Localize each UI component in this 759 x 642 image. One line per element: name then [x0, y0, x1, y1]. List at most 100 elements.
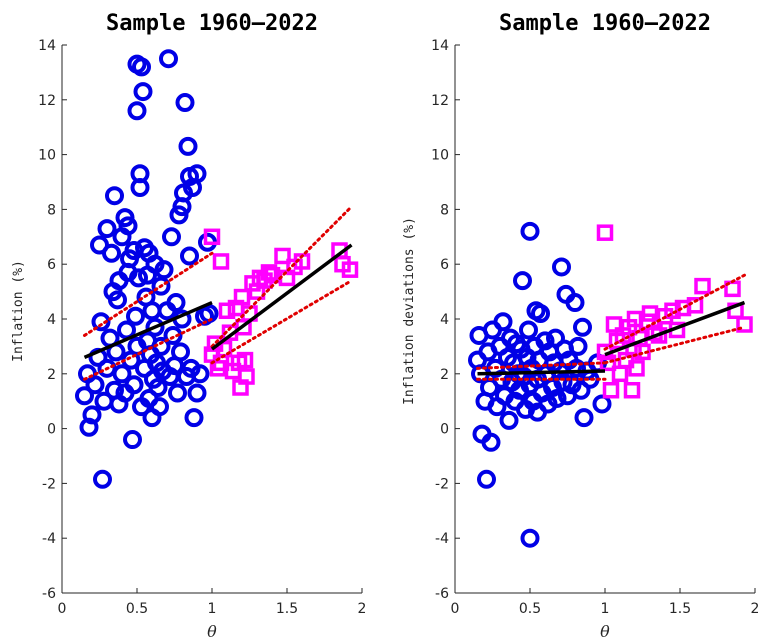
scatter-point-square — [605, 316, 623, 333]
y-tick-label: 10 — [38, 148, 56, 164]
y-tick-label: 8 — [47, 202, 56, 218]
scatter-point-circle — [154, 260, 174, 280]
scatter-point-circle — [102, 243, 121, 263]
lower-confidence-line — [603, 325, 746, 365]
regression-line — [477, 369, 606, 376]
x-tick-label: 0 — [58, 601, 67, 617]
scatter-point-circle — [85, 375, 105, 395]
scatter-point-circle — [123, 430, 142, 450]
scatter-point-square — [233, 288, 251, 306]
scatter-point-circle — [574, 408, 594, 428]
scatter-point-circle — [130, 164, 150, 184]
scatter-point-circle — [531, 304, 550, 324]
plot-area — [75, 49, 359, 489]
y-tick-label: 2 — [47, 367, 56, 383]
y-tick-label: 14 — [38, 38, 56, 54]
upper-confidence-line — [210, 205, 353, 348]
scatter-point-square — [623, 381, 641, 399]
scatter-point-square — [641, 305, 659, 322]
scatter-point-circle — [481, 432, 501, 452]
chart-title: Sample 1960–2022 — [106, 11, 318, 36]
scatter-point-circle — [493, 312, 513, 332]
scatter-point-circle — [148, 378, 168, 397]
y-tick-label: -2 — [435, 476, 449, 492]
scatter-point-circle — [162, 227, 181, 247]
x-tick-label: 1 — [601, 601, 610, 617]
upper-confidence-line — [603, 273, 746, 351]
scatter-point-square — [736, 316, 753, 333]
scatter-point-circle — [187, 383, 207, 403]
y-tick-label: -6 — [435, 586, 449, 602]
scatter-point-circle — [546, 328, 565, 348]
scatter-point-circle — [571, 380, 591, 400]
y-tick-label: 0 — [47, 422, 56, 438]
x-tick-label: 2 — [358, 601, 367, 617]
scatter-point-circle — [82, 405, 102, 425]
regression-line — [604, 300, 746, 357]
scatter-point-square — [628, 360, 645, 377]
x-tick-label: 0 — [451, 601, 460, 617]
scatter-point-square — [274, 247, 291, 265]
x-tick-label: 0.5 — [126, 601, 148, 617]
scatter-point-square — [212, 253, 230, 270]
y-tick-label: 14 — [431, 38, 449, 54]
scatter-point-circle — [175, 93, 195, 113]
scatter-point-circle — [97, 219, 117, 239]
scatter-point-circle — [180, 246, 199, 266]
scatter-point-circle — [565, 293, 585, 313]
scatter-point-circle — [150, 397, 169, 417]
scatter-point-square — [602, 381, 620, 399]
scatter-point-circle — [166, 293, 186, 313]
regression-line — [83, 300, 213, 359]
scatter-point-circle — [187, 164, 207, 184]
scatter-point-circle — [168, 383, 187, 403]
x-tick-label: 1.5 — [276, 601, 298, 617]
scatter-point-square — [236, 351, 254, 369]
y-tick-label: 12 — [431, 93, 449, 109]
scatter-point-square — [203, 228, 221, 246]
x-tick-label: 1 — [208, 601, 217, 617]
scatter-point-circle — [132, 57, 151, 77]
y-tick-label: 8 — [440, 202, 449, 218]
right-chart-panel: Sample 1960–2022 0 0.5 1 1.5 2 -6 -4 -2 0 2 4 6 8 10 12… — [402, 11, 759, 641]
scatter-point-square — [341, 261, 359, 278]
left-chart-panel: Sample 1960–2022 0 0.5 1 1.5 2 -6 -4 -2 0 2 4 6 8 10 12… — [11, 11, 366, 641]
scatter-point-circle — [145, 317, 165, 337]
scatter-point-circle — [129, 268, 148, 288]
scatter-point-circle — [520, 221, 540, 241]
chart-title: Sample 1960–2022 — [499, 11, 711, 36]
scatter-point-square — [263, 266, 281, 284]
scatter-point-circle — [124, 375, 144, 395]
y-tick-label: 6 — [440, 257, 449, 273]
scatter-point-circle — [567, 358, 586, 378]
scatter-point-circle — [163, 325, 183, 345]
y-tick-label: 12 — [38, 93, 56, 109]
x-axis-label: θ — [600, 622, 610, 641]
scatter-point-circle — [520, 528, 540, 548]
scatter-point-circle — [151, 336, 171, 356]
scatter-point-square — [238, 368, 255, 385]
scatter-point-circle — [171, 342, 190, 362]
scatter-point-circle — [133, 82, 153, 102]
scatter-point-circle — [592, 394, 612, 414]
scatter-point-circle — [91, 312, 111, 332]
scatter-point-square — [694, 277, 711, 295]
y-tick-label: -4 — [42, 531, 56, 547]
upper-confidence-line — [476, 361, 607, 370]
lower-confidence-line — [210, 279, 353, 365]
scatter-point-circle — [568, 336, 588, 356]
scatter-point-circle — [184, 408, 204, 428]
scatter-point-circle — [552, 257, 571, 277]
y-tick-label: 4 — [47, 312, 56, 328]
y-tick-label: 6 — [47, 257, 56, 273]
scatter-point-circle — [93, 469, 112, 489]
scatter-point-circle — [159, 49, 178, 69]
scatter-point-square — [686, 297, 704, 314]
lower-confidence-line — [83, 317, 214, 381]
scatter-point-circle — [105, 186, 124, 206]
scatter-point-circle — [513, 271, 532, 291]
scatter-point-circle — [108, 290, 127, 310]
scatter-point-circle — [547, 388, 567, 408]
y-tick-label: 4 — [440, 312, 449, 328]
scatter-point-square — [218, 302, 236, 320]
